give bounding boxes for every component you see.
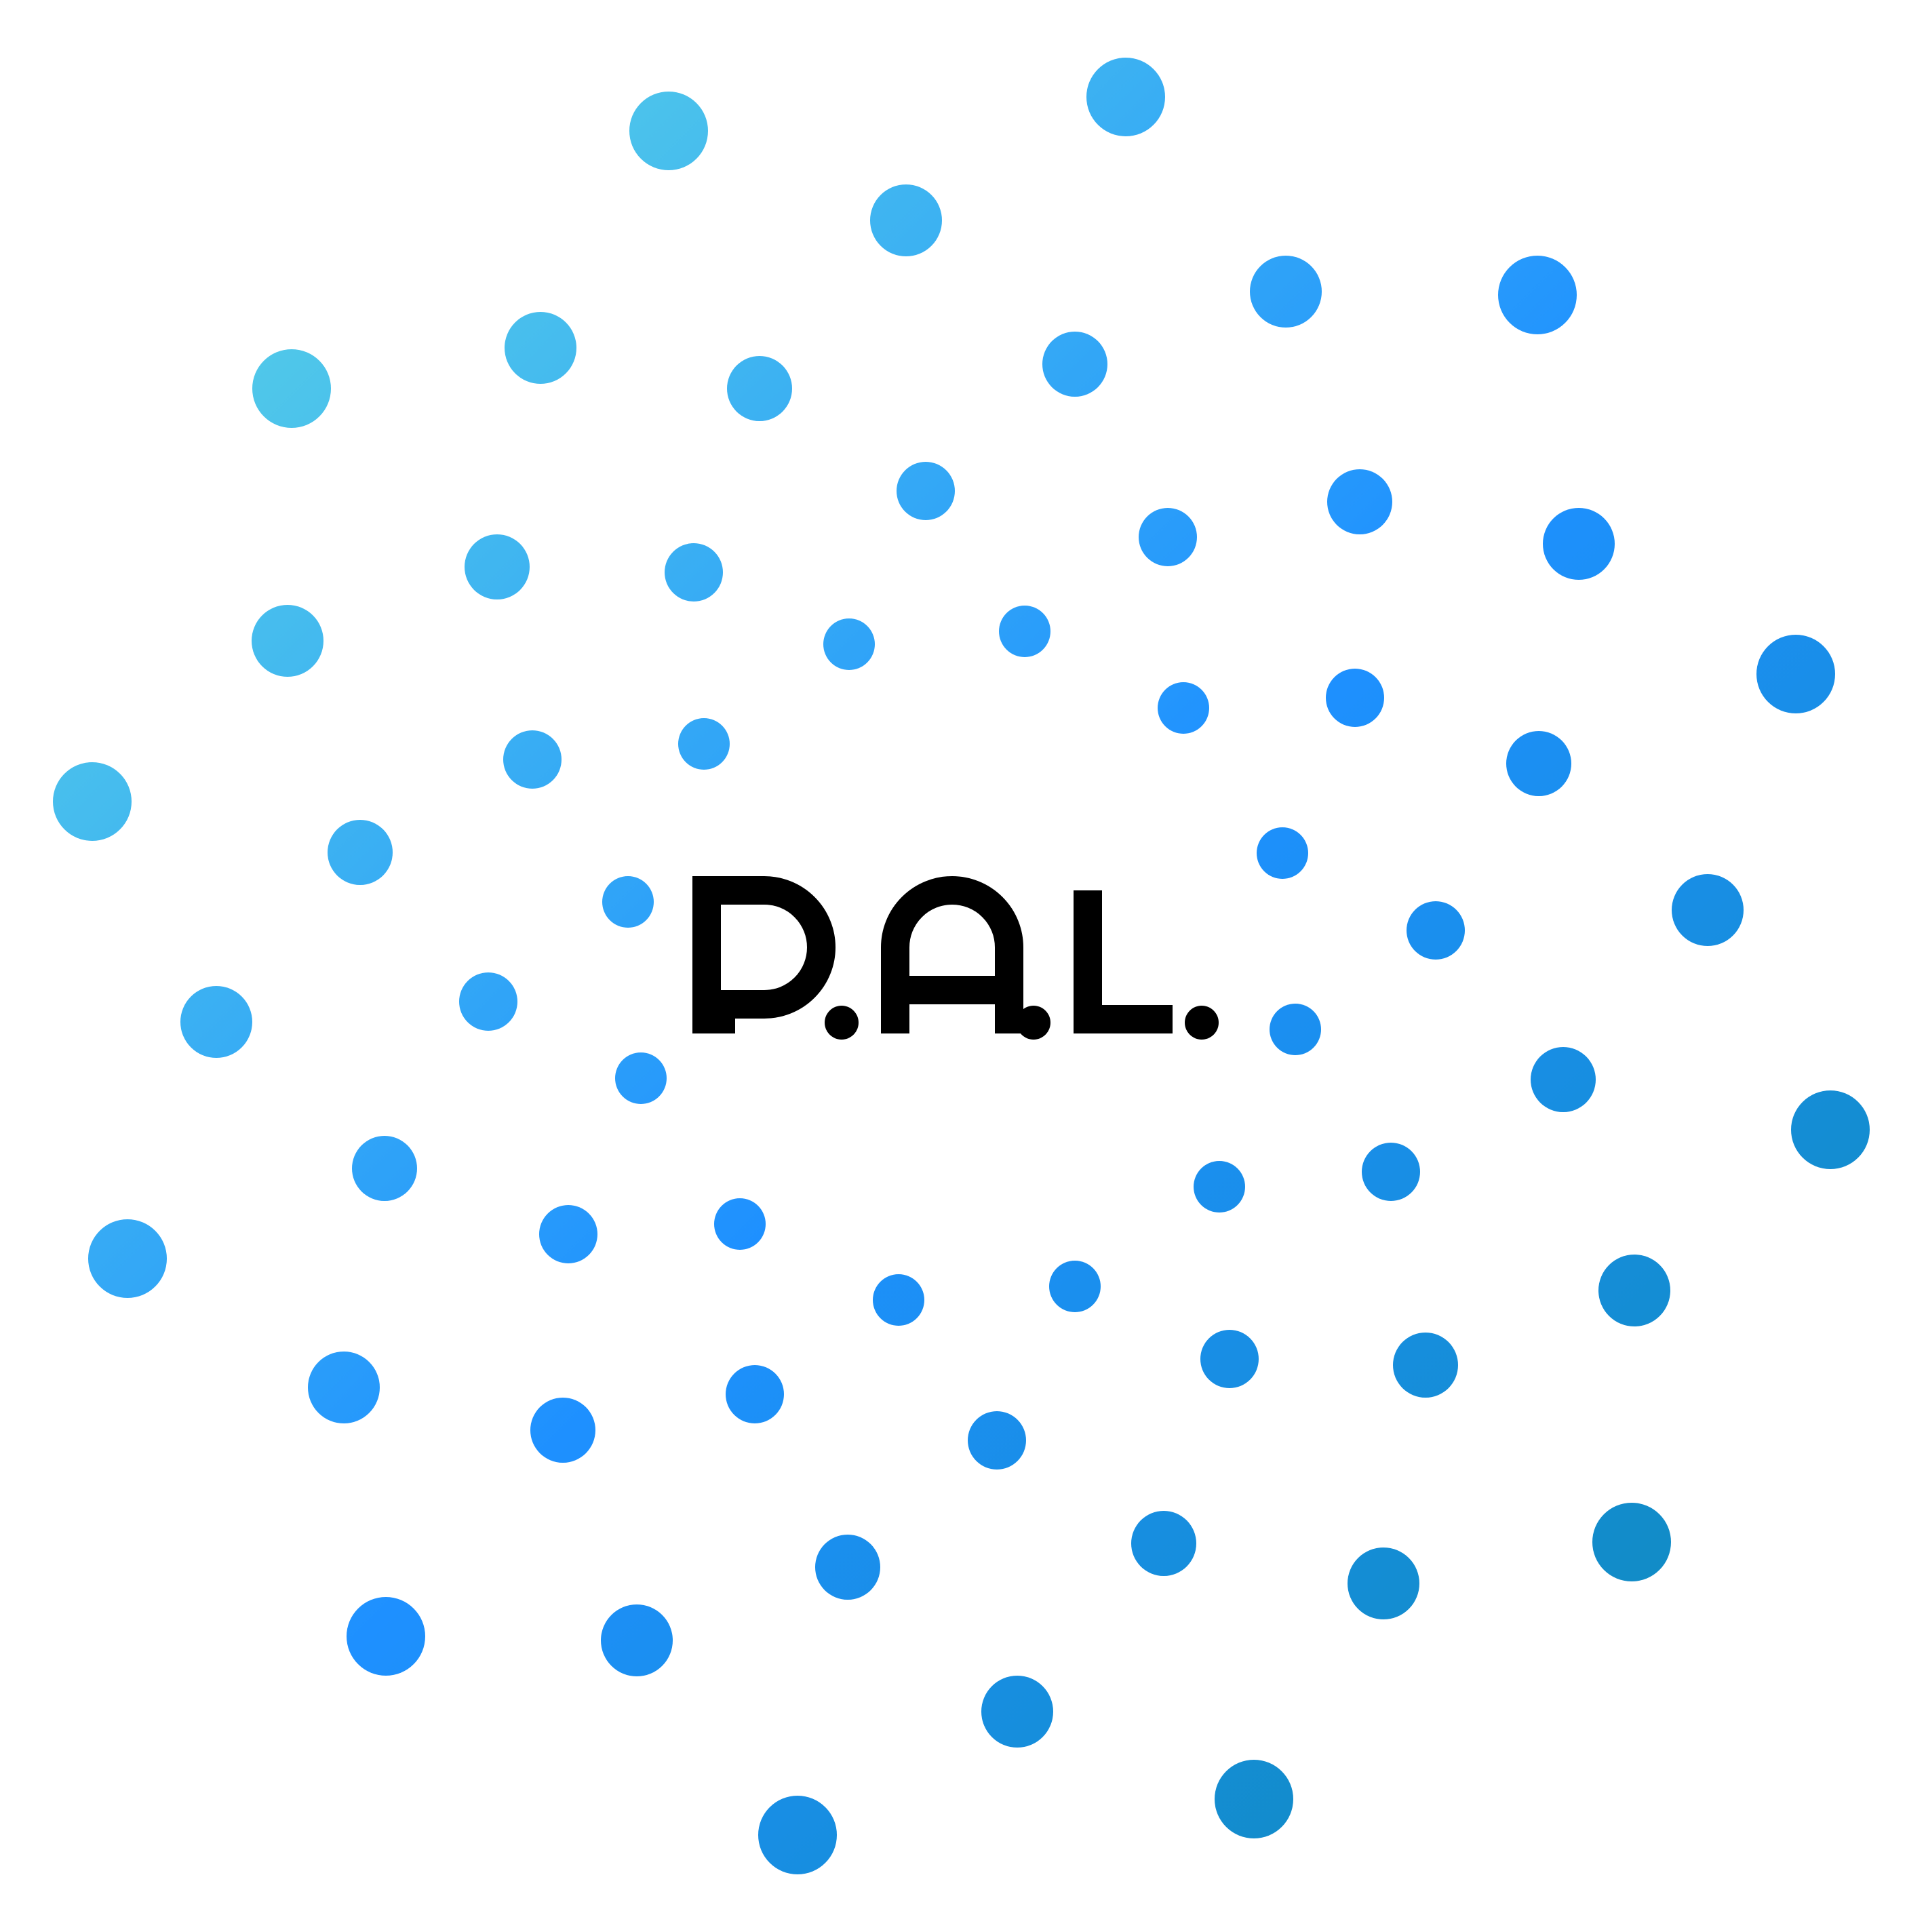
dot-36 xyxy=(1791,1090,1870,1169)
dot-40 xyxy=(714,1198,766,1250)
dot-32 xyxy=(459,972,517,1031)
dot-10 xyxy=(897,462,955,520)
dot-33 xyxy=(615,1052,667,1104)
dot-15 xyxy=(665,543,723,602)
dot-55 xyxy=(1592,1503,1671,1581)
dot-34 xyxy=(1270,1004,1321,1055)
dot-29 xyxy=(1407,901,1465,960)
dot-mark-1 xyxy=(825,1006,859,1040)
dot-mark-2 xyxy=(1017,1006,1050,1040)
dot-4 xyxy=(252,349,331,428)
dot-52 xyxy=(815,1535,880,1600)
dot-25 xyxy=(678,718,730,770)
dot-burst-pattern xyxy=(53,58,1870,1874)
dot-2 xyxy=(1086,58,1165,136)
dot-45 xyxy=(1598,1255,1670,1326)
dot-51 xyxy=(1393,1333,1458,1398)
dot-5 xyxy=(505,312,576,384)
dot-mark-3 xyxy=(1185,1006,1219,1040)
dot-49 xyxy=(968,1411,1026,1470)
dot-53 xyxy=(1131,1511,1196,1576)
dot-24 xyxy=(503,730,562,789)
dot-22 xyxy=(252,605,323,677)
dot-6 xyxy=(727,356,792,421)
dot-57 xyxy=(601,1604,673,1676)
dot-46 xyxy=(308,1352,380,1423)
dot-12 xyxy=(1327,469,1392,534)
dot-27 xyxy=(602,876,654,928)
dot-42 xyxy=(1362,1143,1420,1201)
logo-wordmark xyxy=(692,876,1219,1040)
dot-9 xyxy=(1498,256,1577,334)
dot-3 xyxy=(870,184,942,256)
dot-41 xyxy=(1194,1161,1245,1213)
dot-47 xyxy=(530,1398,595,1463)
dot-43 xyxy=(873,1274,924,1326)
dot-1 xyxy=(629,92,708,170)
letter-a-mark xyxy=(881,876,1023,1033)
dot-21 xyxy=(1756,635,1835,713)
dot-20 xyxy=(1506,731,1571,796)
dot-18 xyxy=(1158,682,1209,734)
dot-17 xyxy=(999,606,1050,657)
dot-16 xyxy=(823,618,875,670)
dot-31 xyxy=(180,986,252,1058)
dot-50 xyxy=(1200,1330,1259,1388)
dot-39 xyxy=(539,1205,597,1263)
dot-30 xyxy=(1672,874,1744,946)
dot-28 xyxy=(1257,827,1308,879)
letter-l-mark xyxy=(1074,890,1173,1033)
dot-44 xyxy=(1049,1261,1101,1312)
dot-19 xyxy=(1326,669,1384,727)
dot-37 xyxy=(352,1136,417,1201)
dot-54 xyxy=(1348,1547,1419,1619)
dot-60 xyxy=(758,1796,837,1874)
dot-35 xyxy=(1531,1047,1596,1112)
dot-58 xyxy=(981,1676,1053,1748)
dot-26 xyxy=(328,820,393,885)
dot-8 xyxy=(1250,256,1322,328)
dot-11 xyxy=(1139,508,1197,566)
dot-56 xyxy=(347,1597,425,1676)
letter-p-mark xyxy=(692,876,836,1033)
dot-23 xyxy=(53,762,132,841)
dot-38 xyxy=(88,1219,167,1298)
dot-7 xyxy=(1042,332,1107,397)
dot-14 xyxy=(465,534,530,599)
dot-48 xyxy=(726,1365,784,1423)
dot-13 xyxy=(1543,508,1615,580)
dot-59 xyxy=(1215,1760,1293,1838)
